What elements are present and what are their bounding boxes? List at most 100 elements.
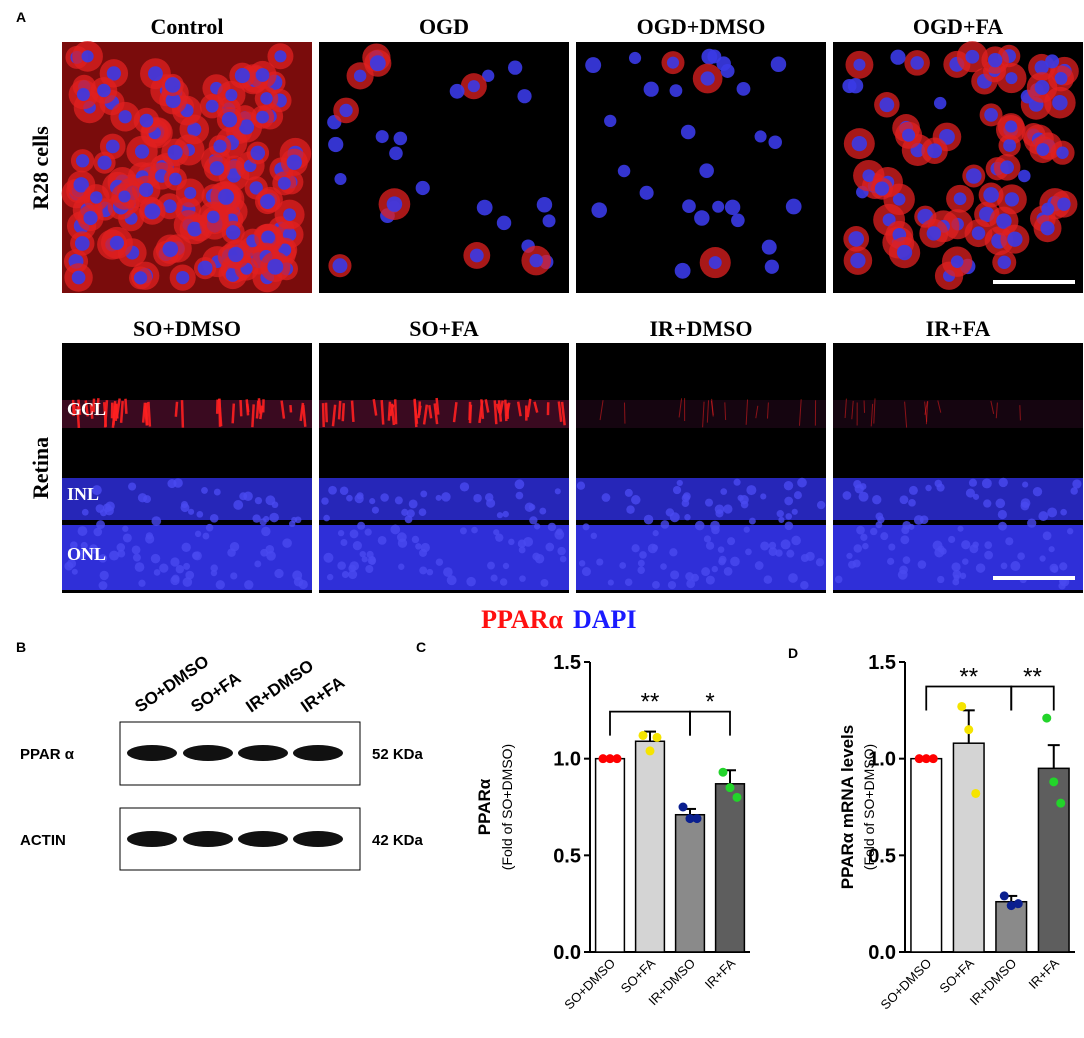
y-tick-label: 1.0	[553, 749, 581, 771]
nucleus	[77, 526, 88, 536]
nucleus	[910, 56, 924, 70]
nucleus	[254, 560, 262, 568]
nucleus	[118, 110, 132, 124]
nucleus	[122, 525, 129, 532]
data-point	[1013, 899, 1023, 909]
nucleus	[369, 555, 376, 563]
blot-band	[293, 831, 343, 847]
nucleus	[418, 508, 427, 517]
nucleus	[730, 556, 740, 567]
nucleus	[972, 493, 980, 500]
process	[321, 403, 325, 428]
nucleus	[173, 478, 183, 488]
nucleus	[788, 573, 798, 583]
blot-band	[293, 745, 343, 761]
nucleus	[81, 508, 89, 516]
nucleus	[1000, 160, 1014, 175]
nucleus	[532, 552, 541, 561]
layer-label: GCL	[67, 399, 106, 419]
significance-bracket	[1010, 685, 1055, 711]
nucleus	[328, 485, 337, 495]
nucleus	[323, 514, 330, 522]
nucleus	[170, 557, 180, 567]
nucleus	[518, 546, 526, 554]
data-point	[1006, 901, 1016, 911]
nucleus	[984, 541, 993, 550]
nucleus	[169, 172, 182, 186]
nucleus	[590, 532, 598, 540]
process	[710, 400, 714, 417]
nucleus	[176, 270, 190, 285]
nucleus	[210, 564, 218, 572]
nucleus	[700, 71, 715, 86]
nucleus	[591, 202, 607, 218]
nucleus	[704, 498, 714, 507]
process	[145, 402, 149, 426]
data-point	[598, 754, 608, 764]
process	[851, 400, 854, 420]
nucleus	[165, 93, 181, 109]
nucleus	[983, 499, 992, 508]
nucleus	[415, 180, 430, 196]
nucleus	[975, 563, 986, 573]
nucleus	[996, 213, 1012, 229]
nucleus	[153, 569, 161, 576]
nucleus	[116, 543, 126, 552]
process	[484, 399, 490, 413]
nucleus	[233, 500, 244, 510]
nucleus	[870, 527, 878, 536]
nucleus	[780, 539, 791, 550]
process	[102, 402, 108, 427]
panel-letter: D	[788, 645, 798, 661]
nucleus	[665, 508, 675, 517]
data-point	[692, 814, 702, 824]
data-point	[718, 767, 728, 777]
nucleus	[128, 482, 137, 491]
nucleus	[239, 492, 248, 501]
process	[257, 398, 262, 414]
nucleus	[760, 541, 770, 551]
data-point	[1056, 798, 1066, 808]
process	[380, 400, 385, 425]
nucleus	[97, 83, 111, 98]
nucleus	[965, 488, 975, 498]
nucleus	[473, 493, 482, 503]
nucleus	[469, 248, 484, 263]
nucleus	[908, 499, 916, 507]
nucleus	[346, 494, 353, 502]
nucleus	[182, 577, 193, 587]
nucleus	[791, 508, 798, 515]
nucleus	[660, 520, 670, 529]
nucleus	[966, 168, 982, 184]
process	[372, 399, 378, 416]
nucleus	[197, 260, 213, 276]
data-point	[605, 754, 615, 764]
nucleus	[76, 549, 87, 560]
nucleus	[1022, 481, 1029, 488]
nucleus	[667, 580, 677, 590]
nucleus	[184, 186, 197, 200]
nucleus	[896, 244, 913, 261]
process	[706, 400, 710, 423]
nucleus	[250, 145, 266, 161]
process	[724, 402, 727, 421]
nucleus	[701, 567, 711, 577]
nucleus	[401, 508, 409, 516]
blot-band	[238, 745, 288, 761]
nucleus	[339, 486, 349, 496]
nucleus	[170, 575, 180, 586]
nucleus	[298, 579, 308, 590]
process	[526, 398, 532, 418]
nucleus	[340, 539, 348, 546]
nucleus	[647, 543, 658, 554]
nucleus	[415, 543, 422, 550]
nucleus	[261, 230, 276, 245]
nucleus	[717, 546, 725, 553]
nucleus	[842, 491, 852, 500]
nucleus	[680, 124, 696, 140]
nucleus	[139, 113, 154, 128]
process	[77, 399, 82, 416]
nucleus	[786, 549, 795, 558]
blot-protein: ACTIN	[20, 832, 66, 849]
nucleus	[98, 581, 108, 590]
